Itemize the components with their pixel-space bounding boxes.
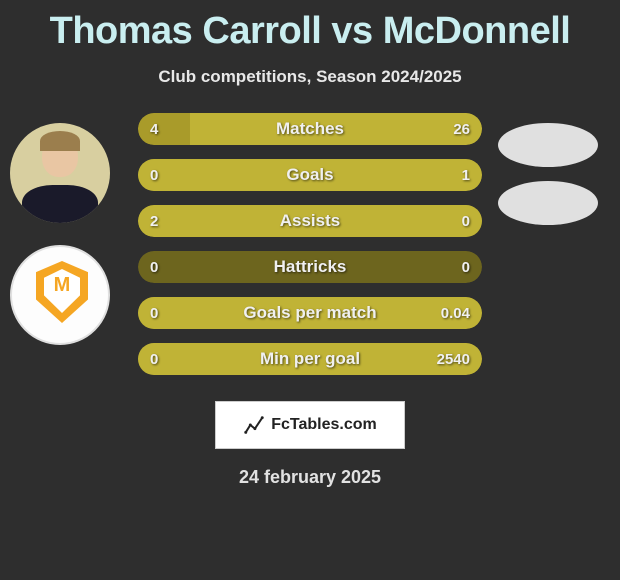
stat-bars: 426Matches 01Goals 20Assists 00Hattricks 00.… [138,113,482,389]
stat-row: 00Hattricks [138,251,482,283]
date-text: 24 february 2025 [0,467,620,488]
stat-row: 20Assists [138,205,482,237]
stat-row: 02540Min per goal [138,343,482,375]
club-badge-letter: M [48,275,76,295]
player1-column: M [10,123,120,345]
stat-row: 426Matches [138,113,482,145]
branding-badge: FcTables.com [215,401,405,449]
club-badge: M [10,245,110,345]
page-title: Thomas Carroll vs McDonnell [0,0,620,53]
subtitle: Club competitions, Season 2024/2025 [0,67,620,87]
chart-icon [243,414,265,436]
player2-avatar-placeholder [498,123,598,167]
stat-row: 00.04Goals per match [138,297,482,329]
player1-avatar [10,123,110,223]
stat-row: 01Goals [138,159,482,191]
player2-column [498,123,608,239]
branding-text: FcTables.com [271,416,377,434]
comparison-panel: M 426Matches 01Goals 20Assists 00Hattricks 0… [0,113,620,393]
player2-club-placeholder [498,181,598,225]
